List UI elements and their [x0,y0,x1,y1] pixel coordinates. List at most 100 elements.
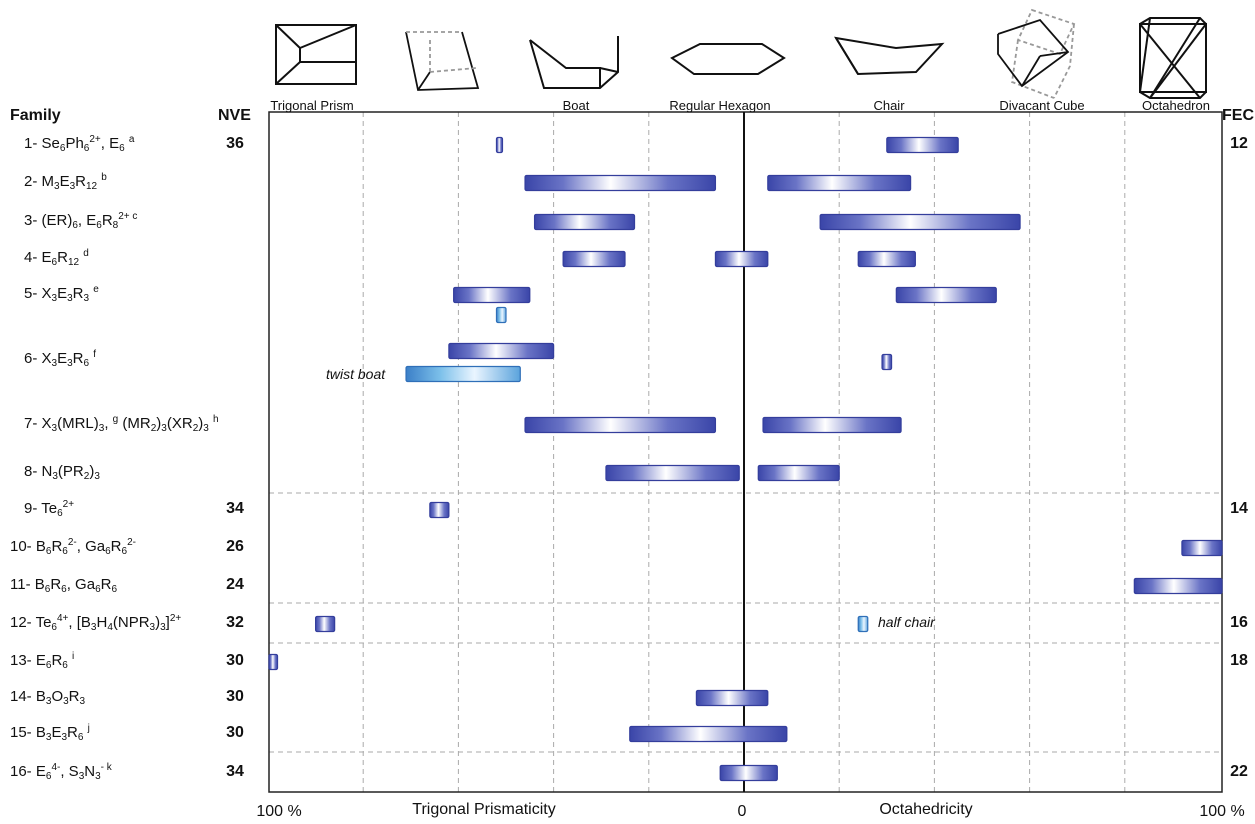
family-label: 15- B3E3R6 j [10,723,90,743]
family-label: 5- X3E3R3 e [10,285,99,304]
bar-family-12 [857,615,869,633]
plot-frame [268,111,1223,793]
nve-value: 34 [226,500,244,517]
family-label: 14- B3O3R3 [10,688,86,707]
bar-family-11 [1133,577,1223,595]
boat-icon [529,36,619,89]
axis-right-end-label: 100 % [1199,803,1245,820]
nve-value: 24 [226,576,244,593]
family-number: 14- [10,688,36,705]
family-number: 5- [24,285,42,302]
bar-family-1 [495,136,504,154]
family-label: 2- M3E3R12 b [10,173,107,192]
family-number: 7- [24,415,42,432]
family-number: 13- [10,652,36,669]
family-number: 3- [24,212,42,229]
shape-label-boat: Boat [562,98,590,113]
regular-hexagon-icon [670,43,786,75]
chair-icon [834,36,945,76]
fec-header: FEC [1222,107,1254,124]
shape-label-octahedron: Octahedron [1142,98,1210,113]
family-label: 10- B6R62-, Ga6R62- [10,537,136,557]
bar-family-15 [629,725,788,743]
bar-family-3 [819,213,1021,231]
bar-family-8 [757,464,840,482]
bar-family-7 [762,416,902,434]
family-number: 4- [24,249,42,266]
shape-label-divacant-cube: Divacant Cube [999,98,1085,113]
family-header: Family [10,107,61,124]
axis-left-title: Trigonal Prismaticity [412,801,556,818]
fec-value: 22 [1230,763,1248,780]
bar-family-1 [886,136,959,154]
nve-value: 36 [226,135,244,152]
family-number: 2- [24,173,42,190]
group-separators [269,492,1222,753]
family-label: 3- (ER)6, E6R82+ c [10,212,137,231]
bar-family-16 [719,764,778,782]
family-number: 16- [10,763,36,780]
bar-family-4 [857,250,916,268]
nve-header: NVE [218,107,251,124]
nve-value: 30 [226,688,244,705]
bar-family-6 [881,353,893,371]
family-number: 12- [10,614,36,631]
family-number: 15- [10,724,36,741]
fec-value: 16 [1230,614,1248,631]
axis-center-label: 0 [737,803,747,820]
family-number: 11- [10,576,35,593]
family-label: 8- N3(PR2)3 [10,463,100,482]
family-number: 10- [10,538,36,555]
trigonal-prism-icon [275,24,357,85]
nve-value: 30 [226,724,244,741]
fec-value: 18 [1230,652,1248,669]
bar-family-14 [695,689,769,707]
shape-label-regular-hexagon: Regular Hexagon [669,98,771,113]
bar-family-4 [714,250,769,268]
bar-family-8 [605,464,740,482]
distorted-prism-icon [405,31,480,91]
bar-family-13 [268,653,279,671]
bar-family-12 [315,615,336,633]
bar-family-7 [524,416,717,434]
divacant-cube-icon [997,8,1076,99]
nve-value: 34 [226,763,244,780]
shape-label-trigonal-prism: Trigonal Prism [270,98,354,113]
note-twist-boat: twist boat [326,366,386,382]
bar-family-2 [767,174,912,192]
nve-value: 26 [226,538,244,555]
nve-value: 32 [226,614,244,631]
family-number: 8- [24,463,42,480]
bar-family-4 [562,250,626,268]
bars-group [268,136,1223,782]
axis-left-end-label: 100 % [256,803,302,820]
family-number: 9- [24,500,42,517]
family-label: 4- E6R12 d [10,249,89,268]
shape-label-chair: Chair [873,98,905,113]
octahedron-icon [1139,17,1207,99]
nve-value: 30 [226,652,244,669]
family-label: 1- Se6Ph62+, E6 a [10,135,134,154]
bar-family-3 [533,213,636,231]
bar-family-6 [448,342,555,360]
bar-family-9 [429,501,450,519]
family-label: 12- Te64+, [B3H4(NPR3)3]2+ [10,613,182,633]
bar-family-5 [495,306,507,324]
family-label: 13- E6R6 i [10,651,75,671]
bar-family-6 [405,365,521,383]
family-number: 6- [24,350,42,367]
bar-family-10 [1181,539,1223,557]
family-label: 7- X3(MRL)3, g (MR2)3(XR2)3 h [10,415,219,434]
fec-value: 12 [1230,135,1248,152]
family-label: 11- B6R6, Ga6R6 [10,576,118,595]
family-label: 9- Te62+ [10,500,74,519]
family-label: 16- E64-, S3N3- k [10,762,112,782]
fec-value: 14 [1230,500,1248,517]
bar-family-5 [895,286,997,304]
family-number: 1- [24,135,42,152]
bar-family-2 [524,174,717,192]
note-half-chair: half chair [878,614,935,630]
axis-right-title: Octahedricity [879,801,973,818]
bar-family-5 [453,286,531,304]
